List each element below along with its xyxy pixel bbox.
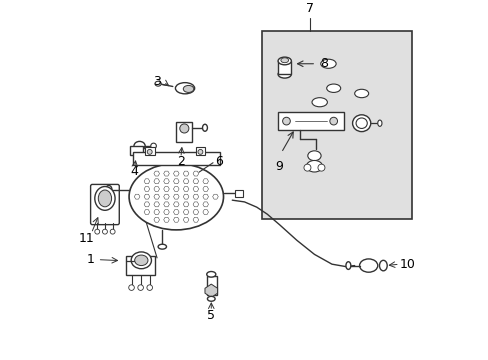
Ellipse shape [280, 58, 288, 63]
Text: 3: 3 [152, 76, 160, 89]
Ellipse shape [155, 81, 161, 86]
Ellipse shape [129, 163, 223, 230]
FancyBboxPatch shape [90, 184, 119, 225]
Bar [277, 112, 344, 130]
Bar [129, 145, 143, 156]
Ellipse shape [131, 252, 151, 269]
Text: 11: 11 [79, 232, 94, 245]
Ellipse shape [355, 118, 366, 129]
Circle shape [110, 229, 115, 234]
Bar [132, 152, 220, 165]
Ellipse shape [206, 271, 215, 277]
Bar [144, 147, 154, 155]
Text: 2: 2 [177, 155, 184, 168]
Ellipse shape [95, 186, 115, 210]
Circle shape [146, 285, 152, 291]
Text: 10: 10 [399, 258, 415, 271]
Ellipse shape [105, 185, 112, 194]
Ellipse shape [175, 83, 194, 94]
Circle shape [329, 117, 337, 125]
Ellipse shape [345, 262, 350, 269]
Ellipse shape [202, 124, 207, 131]
Circle shape [138, 285, 143, 291]
Text: 6: 6 [214, 155, 222, 168]
Bar [206, 276, 216, 295]
Ellipse shape [306, 161, 322, 172]
Circle shape [282, 117, 290, 125]
Ellipse shape [359, 259, 377, 272]
Text: 9: 9 [275, 160, 283, 173]
Ellipse shape [311, 98, 327, 107]
Text: 4: 4 [130, 165, 138, 177]
Ellipse shape [307, 151, 321, 161]
Ellipse shape [158, 244, 166, 249]
Circle shape [147, 149, 152, 154]
Ellipse shape [98, 190, 111, 207]
Bar [262, 31, 411, 219]
Ellipse shape [134, 255, 148, 266]
Ellipse shape [354, 89, 368, 98]
Ellipse shape [352, 115, 370, 132]
Bar [278, 61, 291, 74]
Bar [175, 122, 192, 143]
Polygon shape [204, 284, 217, 297]
Ellipse shape [278, 57, 291, 65]
Ellipse shape [377, 120, 381, 126]
Ellipse shape [379, 260, 386, 271]
Circle shape [317, 164, 325, 171]
Circle shape [128, 285, 134, 291]
Bar [234, 190, 243, 197]
Circle shape [304, 164, 310, 171]
Text: 5: 5 [207, 309, 215, 322]
Ellipse shape [207, 296, 215, 301]
Ellipse shape [320, 59, 335, 68]
Ellipse shape [134, 141, 145, 150]
Ellipse shape [278, 71, 291, 78]
Text: 8: 8 [319, 57, 327, 70]
Bar [125, 256, 155, 275]
Text: 1: 1 [86, 253, 94, 266]
Ellipse shape [183, 85, 193, 93]
Circle shape [198, 149, 203, 154]
Bar [195, 147, 205, 155]
Circle shape [102, 229, 107, 234]
Circle shape [150, 143, 156, 149]
Circle shape [180, 124, 188, 133]
Text: 7: 7 [305, 2, 313, 15]
Ellipse shape [326, 84, 340, 93]
Circle shape [95, 229, 100, 234]
